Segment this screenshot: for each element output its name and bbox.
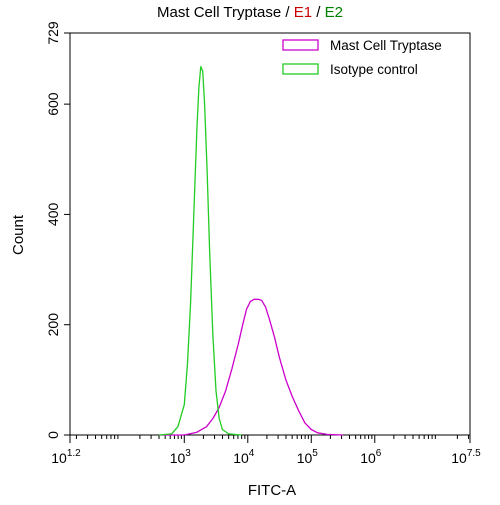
y-tick-label: 400 (45, 203, 61, 227)
x-tick-label: 107.5 (451, 448, 481, 466)
x-tick-label: 105 (297, 448, 319, 466)
legend-swatch-1 (282, 63, 319, 75)
chart-title: Mast Cell Tryptase / E1 / E2 (0, 4, 500, 21)
minor-ticks (75, 435, 470, 439)
y-axis: 0 200 400 600 729 (45, 21, 70, 439)
title-main: Mast Cell Tryptase (157, 4, 282, 21)
title-e2: E2 (324, 4, 343, 21)
series-line-0 (158, 298, 344, 436)
y-tick-label: 0 (45, 431, 61, 439)
x-tick-label: 101.2 (51, 448, 81, 466)
series-line-1 (158, 65, 242, 436)
legend-swatch-0 (282, 39, 319, 51)
y-tick-label: 729 (45, 21, 61, 45)
plot-area (69, 32, 471, 436)
legend-label-1: Isotype control (330, 62, 418, 77)
x-tick-label: 104 (233, 448, 255, 466)
legend: Mast Cell Tryptase Isotype control (282, 38, 442, 77)
title-separator-2: / (312, 4, 325, 21)
series-lines (158, 65, 344, 436)
legend-label-0: Mast Cell Tryptase (330, 38, 442, 53)
x-axis: 101.2 103 104 105 106 107.5 (51, 435, 481, 466)
x-tick-label: 106 (360, 448, 382, 466)
y-tick-label: 600 (45, 92, 61, 116)
x-axis-label: FITC-A (248, 482, 296, 499)
x-tick-label: 103 (170, 448, 192, 466)
title-separator-1: / (281, 4, 294, 21)
title-e1: E1 (293, 4, 313, 21)
y-axis-label: Count (10, 214, 27, 255)
y-tick-label: 200 (45, 313, 61, 337)
